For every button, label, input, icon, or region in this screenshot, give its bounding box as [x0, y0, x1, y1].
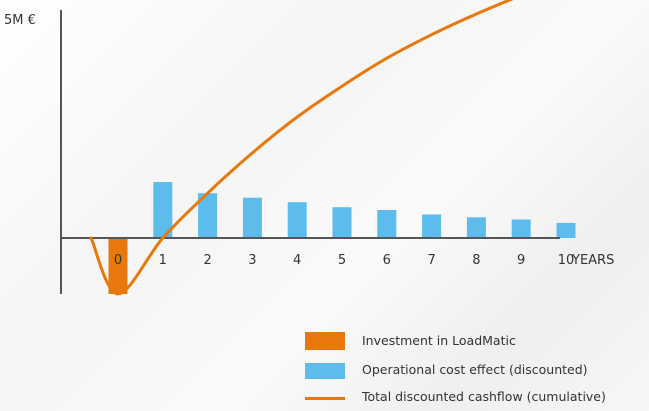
- legend-label-operational: Operational cost effect (discounted): [362, 362, 588, 377]
- legend-item-cumulative: Total discounted cashflow (cumulative): [305, 388, 645, 408]
- x-tick-label-2: 2: [203, 253, 211, 268]
- operational-bar-year-5: [332, 207, 352, 238]
- operational-bar-year-7: [422, 214, 442, 238]
- x-tick-label-7: 7: [427, 253, 435, 268]
- legend-item-operational: Operational cost effect (discounted): [305, 361, 645, 381]
- x-axis-label: YEARS: [571, 253, 614, 268]
- legend-label-cumulative: Total discounted cashflow (cumulative): [362, 389, 606, 404]
- operational-bar-year-10: [556, 222, 576, 238]
- operational-bar-year-1: [153, 182, 173, 238]
- y-axis-top-label: 5M €: [4, 13, 36, 28]
- legend-swatch-investment: [305, 332, 345, 350]
- cumulative-cashflow-line: [89, 0, 514, 296]
- operational-bar-year-9: [511, 219, 531, 238]
- legend-swatch-operational: [305, 363, 345, 379]
- x-tick-label-9: 9: [517, 253, 525, 268]
- legend-item-investment: Investment in LoadMatic: [305, 332, 645, 352]
- x-tick-label-0: 0: [114, 253, 122, 268]
- x-tick-label-5: 5: [338, 253, 346, 268]
- operational-bar-year-6: [377, 210, 397, 238]
- legend-swatch-cumulative: [305, 397, 345, 400]
- investment-bar-year-0: [108, 238, 128, 294]
- x-tick-labels: 0 1 2 3 4 5 6 7 8 9 10: [114, 253, 574, 268]
- x-tick-label-10: 10: [558, 253, 575, 268]
- x-tick-label-4: 4: [293, 253, 301, 268]
- operational-bar-year-4: [287, 202, 307, 238]
- x-tick-label-6: 6: [383, 253, 391, 268]
- operational-bar-year-2: [198, 193, 218, 238]
- x-tick-label-8: 8: [472, 253, 480, 268]
- legend-label-investment: Investment in LoadMatic: [362, 333, 516, 348]
- bars: [108, 182, 576, 294]
- x-tick-label-3: 3: [248, 253, 256, 268]
- operational-bar-year-8: [466, 217, 486, 238]
- operational-bar-year-3: [242, 197, 262, 238]
- x-tick-label-1: 1: [159, 253, 167, 268]
